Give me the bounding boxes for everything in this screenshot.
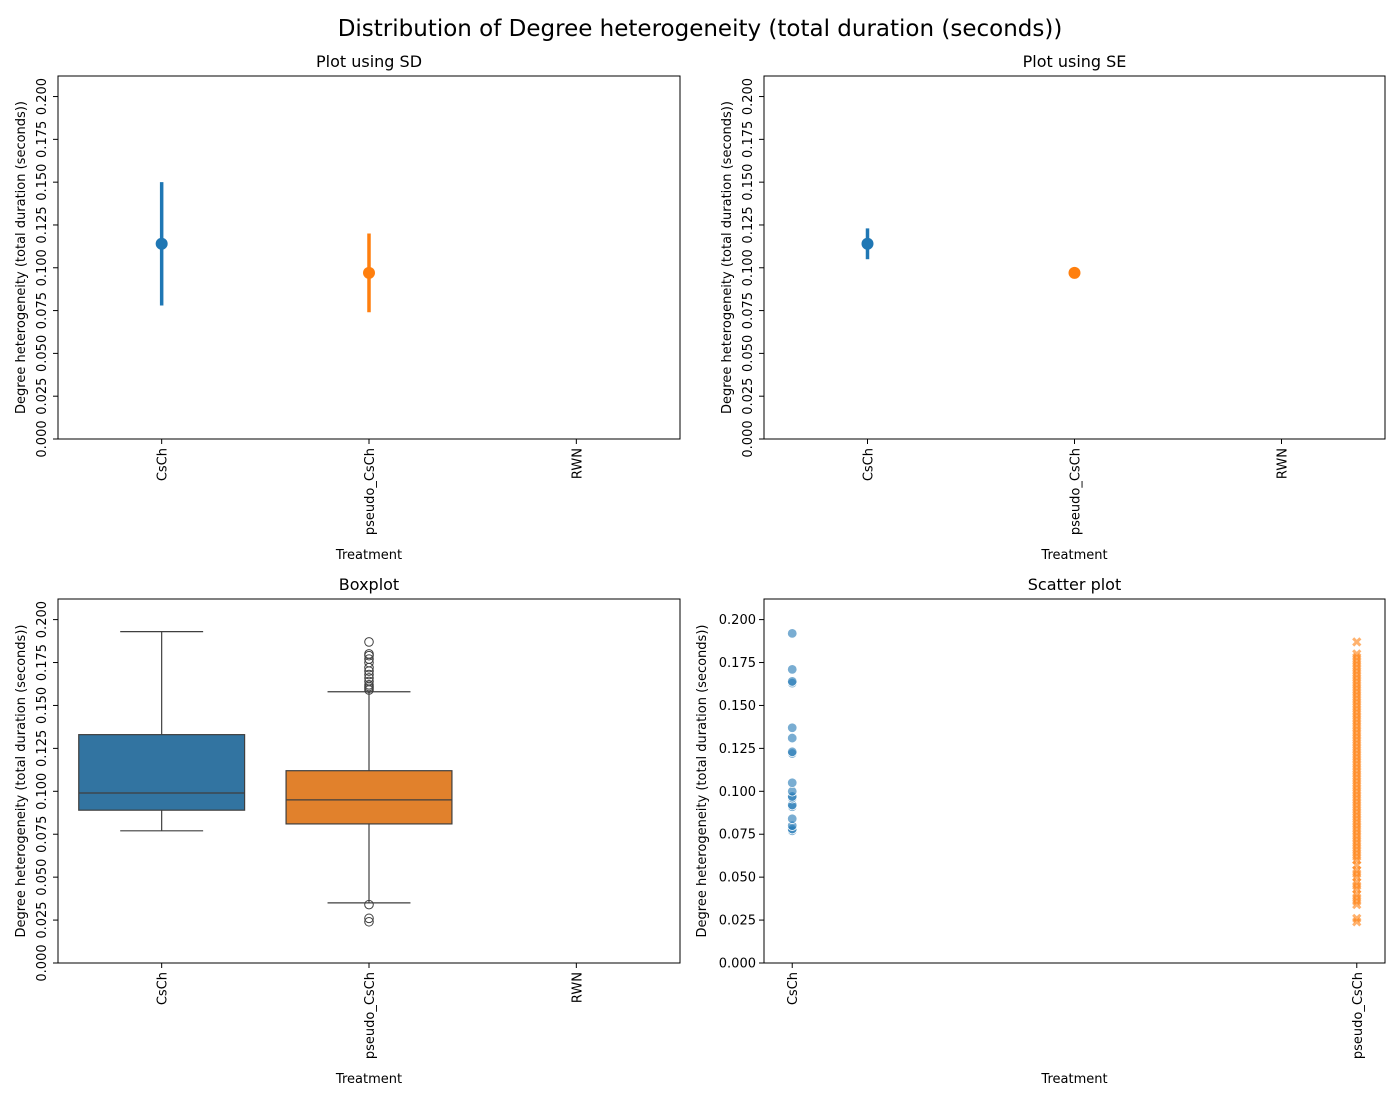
data-point xyxy=(1352,637,1362,647)
data-point xyxy=(787,732,798,744)
outlier-point xyxy=(364,673,374,683)
axes-frame xyxy=(763,598,1386,964)
y-tick-label: 0.000 xyxy=(35,420,50,457)
data-point xyxy=(787,786,798,797)
y-tick-label: 0.150 xyxy=(741,164,756,201)
y-tick-label: 0.000 xyxy=(741,420,756,457)
y-tick-label: 0.125 xyxy=(35,206,50,243)
y-tick-label: 0.200 xyxy=(719,613,756,628)
y-tick-label: 0.175 xyxy=(35,644,50,681)
y-tick-label: 0.075 xyxy=(35,816,50,853)
figure-title: Distribution of Degree heterogeneity (to… xyxy=(337,16,1063,42)
data-point xyxy=(787,676,798,687)
y-tick-label: 0.100 xyxy=(35,249,50,286)
x-axis-label: Treatment xyxy=(1040,1072,1107,1087)
y-tick-label: 0.150 xyxy=(719,699,756,714)
box xyxy=(78,734,246,811)
y-tick-label: 0.200 xyxy=(741,78,756,115)
x-tick-label: pseudo_CsCh xyxy=(363,448,378,535)
y-tick-label: 0.100 xyxy=(719,785,756,800)
mean-point xyxy=(861,237,874,250)
data-point xyxy=(787,628,798,639)
x-axis-label: Treatment xyxy=(1040,548,1107,563)
y-tick-label: 0.150 xyxy=(35,687,50,724)
box xyxy=(285,770,453,825)
data-point xyxy=(787,664,798,675)
x-tick-label: RWN xyxy=(1276,448,1291,479)
y-axis-label: Degree heterogeneity (total duration (se… xyxy=(695,625,710,938)
data-point xyxy=(1352,913,1362,924)
outlier-point xyxy=(364,637,374,647)
data-point xyxy=(787,746,798,758)
y-tick-label: 0.200 xyxy=(35,601,50,638)
outlier-point xyxy=(364,676,374,687)
outlier-point xyxy=(364,669,374,680)
axes-frame xyxy=(763,75,1386,440)
y-tick-label: 0.125 xyxy=(719,742,756,757)
y-tick-label: 0.075 xyxy=(719,828,756,843)
y-tick-label: 0.150 xyxy=(35,164,50,201)
x-tick-label: RWN xyxy=(570,448,585,479)
data-point xyxy=(787,722,798,733)
outlier-point xyxy=(364,654,374,664)
y-axis-label: Degree heterogeneity (total duration (se… xyxy=(14,101,29,414)
y-tick-label: 0.000 xyxy=(719,957,756,972)
x-tick-label: CsCh xyxy=(156,972,171,1005)
x-tick-label: RWN xyxy=(570,972,585,1003)
mean-point xyxy=(155,237,168,250)
x-tick-label: CsCh xyxy=(862,448,877,481)
x-axis-label: Treatment xyxy=(335,1072,402,1087)
x-tick-label: pseudo_CsCh xyxy=(1069,448,1084,535)
mean-point xyxy=(1068,266,1081,279)
data-point xyxy=(787,777,798,788)
panel-se: Plot using SE 0.000 0.025 0.050 0.075 0.100 0.… xyxy=(720,52,1386,563)
x-tick-label: CsCh xyxy=(156,448,171,481)
mean-point xyxy=(363,266,375,279)
y-tick-label: 0.125 xyxy=(35,730,50,767)
y-tick-label: 0.050 xyxy=(35,859,50,896)
x-tick-label: pseudo_CsCh xyxy=(1351,972,1366,1059)
y-tick-label: 0.025 xyxy=(741,378,756,415)
y-tick-label: 0.200 xyxy=(35,78,50,115)
y-tick-label: 0.000 xyxy=(35,944,50,981)
panel-title: Boxplot xyxy=(339,575,399,594)
outlier-point xyxy=(364,913,374,924)
x-tick-label: pseudo_CsCh xyxy=(363,972,378,1059)
y-tick-label: 0.100 xyxy=(35,773,50,810)
panel-sd: Plot using SD 0.000 0.025 0.050 0.075 0.100 0.… xyxy=(14,52,681,563)
x-axis-label: Treatment xyxy=(335,548,402,563)
y-tick-label: 0.175 xyxy=(741,121,756,158)
data-point xyxy=(1352,649,1362,659)
y-axis-label: Degree heterogeneity (total duration (se… xyxy=(14,625,29,938)
y-tick-label: 0.175 xyxy=(35,121,50,158)
y-tick-label: 0.175 xyxy=(719,656,756,671)
y-tick-label: 0.075 xyxy=(741,292,756,329)
y-tick-label: 0.050 xyxy=(741,335,756,372)
panel-title: Plot using SD xyxy=(316,52,422,71)
y-tick-label: 0.025 xyxy=(35,378,50,415)
outlier-point xyxy=(364,680,374,690)
y-tick-label: 0.050 xyxy=(719,871,756,886)
panel-scatter: Scatter plot 0.000 0.025 0.050 0.075 0.100 0.1… xyxy=(695,575,1386,1087)
outlier-point xyxy=(364,649,374,659)
panel-box: Boxplot 0.000 0.025 0.050 0.075 0.100 0.125 0.1… xyxy=(14,575,681,1087)
panel-title: Plot using SE xyxy=(1023,52,1127,71)
y-tick-label: 0.025 xyxy=(35,901,50,938)
x-tick-label: CsCh xyxy=(786,972,801,1005)
y-tick-label: 0.075 xyxy=(35,292,50,329)
data-point xyxy=(787,813,798,824)
y-tick-label: 0.125 xyxy=(741,206,756,243)
y-axis-label: Degree heterogeneity (total duration (se… xyxy=(720,101,735,414)
y-tick-label: 0.050 xyxy=(35,335,50,372)
outlier-point xyxy=(364,916,374,927)
y-tick-label: 0.100 xyxy=(741,249,756,286)
panel-title: Scatter plot xyxy=(1028,575,1121,594)
y-tick-label: 0.025 xyxy=(719,914,756,929)
outlier-point xyxy=(364,899,374,910)
